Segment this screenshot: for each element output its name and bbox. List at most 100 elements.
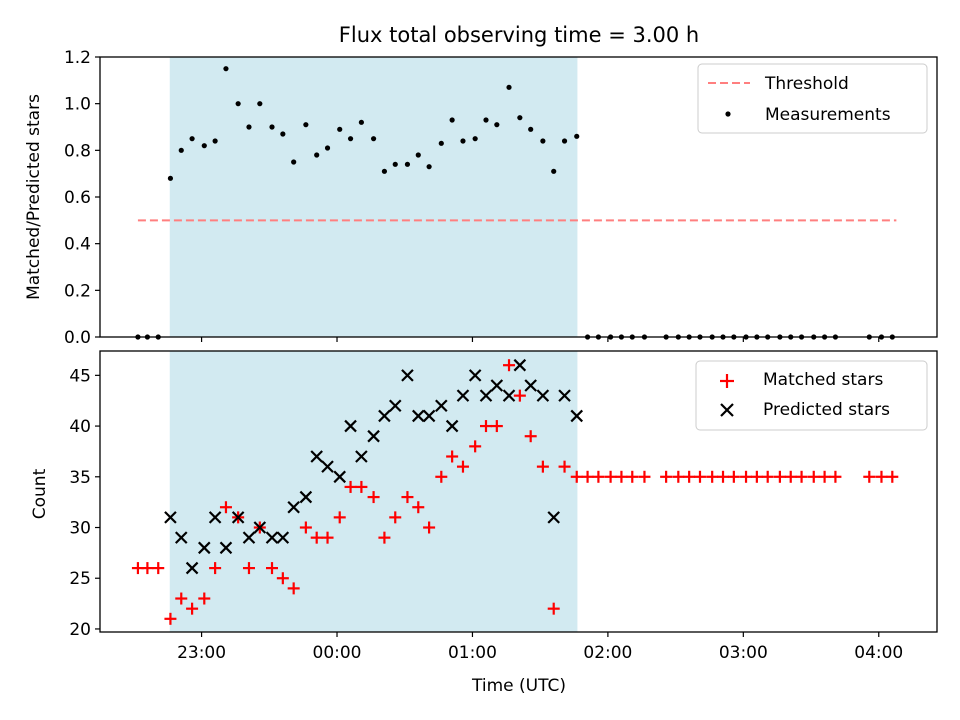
matched-star-point — [773, 470, 786, 483]
y-tick-label: 20 — [69, 620, 91, 640]
measurement-point — [347, 136, 354, 142]
matched-star-point — [604, 470, 617, 483]
predicted-star-point — [333, 470, 347, 484]
matched-star-point — [401, 491, 414, 504]
measurement-point — [303, 122, 309, 128]
matched-star-point — [875, 470, 888, 483]
predicted-star-point — [208, 511, 222, 524]
matched-star-point — [863, 470, 876, 483]
matched-star-point — [219, 501, 232, 514]
measurement-points — [135, 66, 895, 340]
observing-window-shade — [169, 57, 578, 337]
measurement-point — [517, 115, 523, 121]
measurement-point — [415, 152, 421, 158]
matched-star-point — [750, 470, 763, 483]
y-tick-label: 1.0 — [64, 95, 91, 115]
predicted-star-point — [524, 379, 537, 392]
matched-star-point — [886, 470, 899, 483]
matched-star-point — [672, 470, 685, 483]
matched-star-point — [727, 470, 740, 483]
x-tick-label: 02:00 — [583, 643, 632, 663]
matched-star-point — [592, 470, 605, 483]
measurement-point — [551, 168, 557, 174]
predicted-star-point — [490, 379, 504, 392]
predicted-star-point — [367, 429, 380, 443]
matched-star-point — [456, 460, 469, 473]
matched-star-point — [706, 470, 719, 483]
measurement-point — [381, 168, 388, 174]
matched-star-point — [141, 562, 154, 575]
matched-star-point — [490, 420, 503, 433]
y-tick-label: 35 — [69, 468, 91, 488]
predicted-star-point — [445, 419, 459, 433]
matched-star-point — [581, 470, 594, 483]
y-tick-label: 1.2 — [64, 48, 91, 68]
matched-star-point — [344, 480, 357, 493]
predicted-star-point — [558, 389, 571, 402]
bottom-panel: 20 25 30 35 40 45 23:00 00:00 01:00 02:00 03:00 04… — [30, 350, 938, 696]
measurement-point — [337, 126, 343, 132]
x-tick-label: 03:00 — [719, 643, 768, 663]
matched-star-point — [660, 470, 673, 483]
measurement-point — [460, 138, 466, 144]
matched-star-point — [333, 511, 346, 524]
matched-star-point — [536, 460, 549, 473]
top-y-axis-label: Matched/Predicted stars — [24, 94, 44, 300]
matched-star-point — [276, 572, 289, 585]
measurement-point — [189, 136, 195, 142]
bottom-legend-box — [695, 360, 928, 431]
predicted-star-point — [198, 541, 211, 555]
measurement-point — [483, 117, 489, 123]
measurements-legend-label: Measurements — [765, 105, 891, 125]
y-tick-label: 0.0 — [64, 328, 91, 348]
bottom-plot-frame — [99, 350, 938, 633]
matched-star-point — [378, 531, 391, 544]
predicted-star-point — [388, 399, 402, 413]
matched-star-point — [389, 511, 402, 524]
predicted-star-point — [502, 389, 516, 402]
matched-star-point — [513, 389, 526, 402]
predicted-star-point — [219, 541, 233, 555]
measurement-point — [257, 101, 263, 107]
measurement-point — [426, 164, 432, 170]
measurement-point — [280, 131, 286, 137]
measurement-point — [494, 122, 500, 128]
predicted-star-point — [479, 389, 493, 402]
chart-title: Flux total observing time = 3.00 h — [339, 23, 699, 47]
predicted-star-point — [185, 561, 199, 575]
predicted-star-point — [422, 409, 436, 423]
measurement-point — [324, 145, 331, 151]
matched-star-point — [299, 521, 312, 534]
measurement-point — [246, 124, 252, 130]
matched-star-point — [175, 592, 188, 605]
predicted-star-point — [435, 399, 448, 413]
matched-star-point — [503, 359, 516, 372]
measurement-point — [178, 147, 184, 153]
matched-star-point — [683, 470, 696, 483]
measurement-point — [574, 133, 580, 139]
matched-star-point — [558, 460, 571, 473]
count-points — [131, 358, 899, 625]
predicted-star-point — [242, 531, 256, 544]
x-tick-label: 00:00 — [313, 643, 362, 663]
matched-star-point — [242, 562, 255, 575]
measurement-point — [404, 161, 411, 167]
measurement-point — [540, 138, 546, 144]
matched-star-point — [761, 470, 774, 483]
top-legend: Threshold Measurements — [697, 63, 928, 134]
matched-star-point — [615, 470, 628, 483]
measurement-point — [392, 161, 398, 167]
matched-star-point — [740, 470, 753, 483]
x-tick-label: 04:00 — [854, 643, 903, 663]
predicted-star-point — [570, 409, 584, 423]
measurement-point — [561, 138, 568, 144]
x-axis-label: Time (UTC) — [471, 676, 566, 696]
matched-star-point — [164, 612, 177, 625]
x-tick-label: 23:00 — [177, 643, 226, 663]
top-y-axis: 0.0 0.2 0.4 0.6 0.8 1.0 1.2 — [64, 48, 100, 348]
measurement-point — [449, 117, 455, 123]
matched-legend-label: Matched stars — [763, 370, 883, 390]
predicted-star-point — [355, 450, 368, 463]
y-tick-label: 0.2 — [64, 281, 91, 301]
predicted-star-point — [287, 500, 300, 514]
